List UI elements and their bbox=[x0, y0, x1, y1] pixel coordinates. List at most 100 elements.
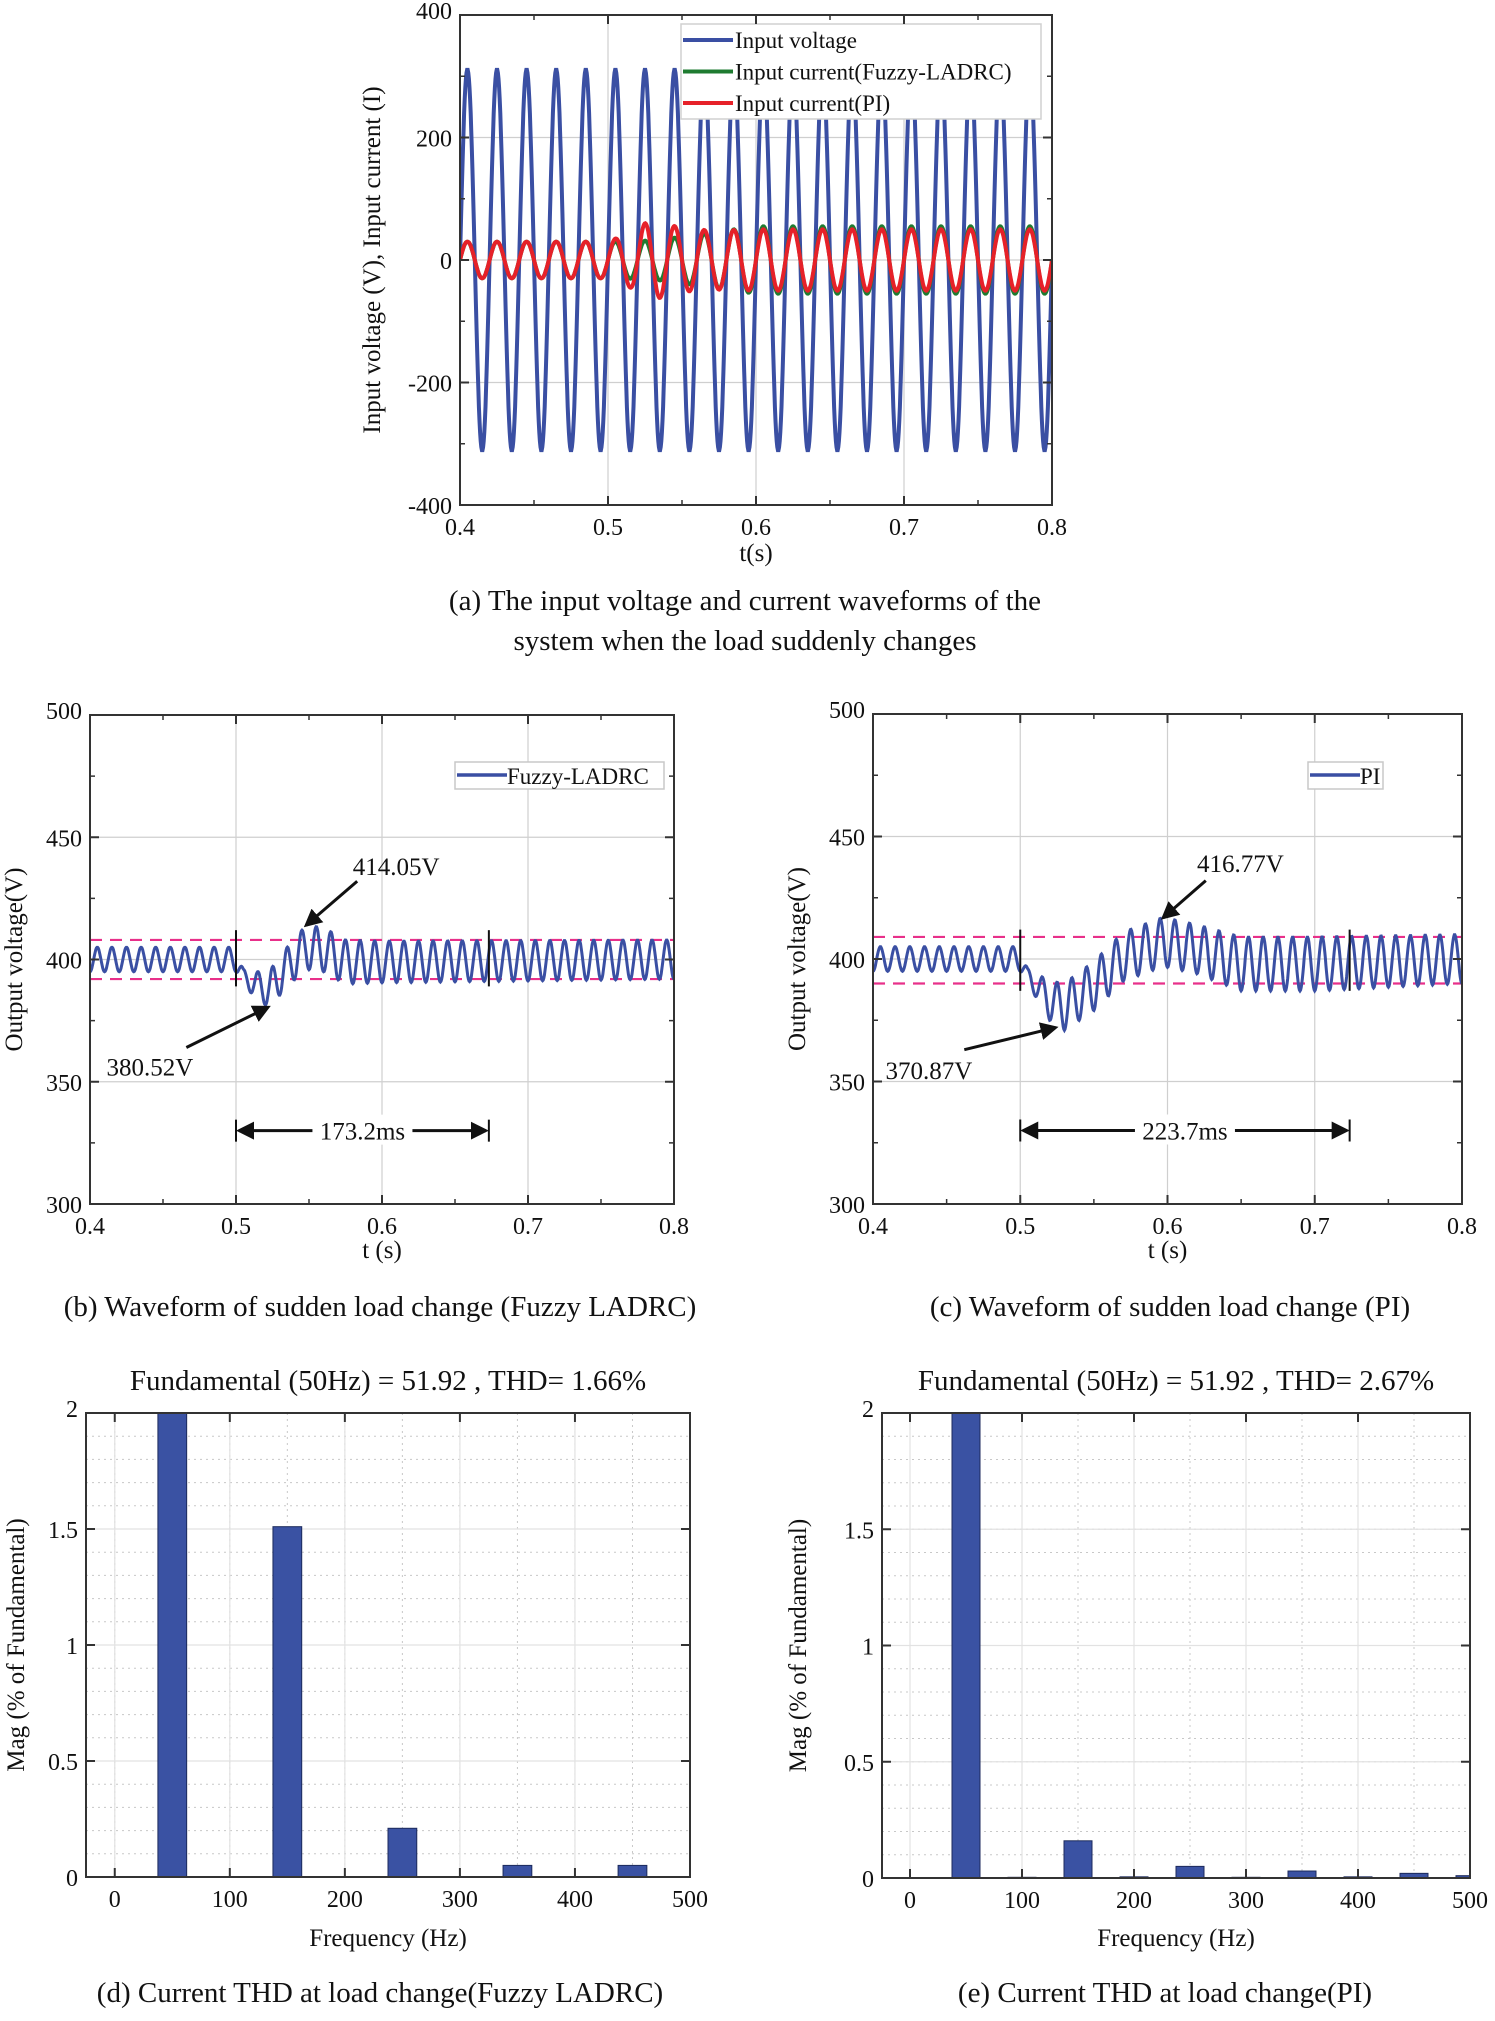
y-tick-label: 0.5 bbox=[48, 1750, 78, 1776]
y-tick-label: 400 bbox=[46, 949, 82, 975]
x-tick-label: 0.7 bbox=[889, 515, 919, 541]
figure-caption: system when the load suddenly changes bbox=[513, 625, 976, 657]
bar-250hz bbox=[387, 1827, 418, 1877]
x-tick-label: 0.6 bbox=[741, 515, 771, 541]
legend-label: Input current(Fuzzy-LADRC) bbox=[735, 60, 1012, 85]
x-axis-label: Frequency (Hz) bbox=[309, 1925, 467, 1952]
settling-time-label: 173.2ms bbox=[320, 1119, 405, 1146]
y-tick-label: 300 bbox=[46, 1193, 82, 1219]
x-axis-label: t (s) bbox=[1148, 1237, 1188, 1264]
panel-e: Fundamental (50Hz) = 51.92 , THD= 2.67% 0… bbox=[785, 1365, 1488, 2009]
x-tick-label: 0.7 bbox=[513, 1214, 543, 1240]
y-tick-label: 1.5 bbox=[844, 1518, 874, 1544]
x-tick-label: 0.5 bbox=[593, 515, 623, 541]
x-tick-label: 0.6 bbox=[1153, 1214, 1183, 1240]
peak-arrow bbox=[1160, 879, 1207, 920]
settling-time-label: 223.7ms bbox=[1142, 1119, 1227, 1146]
x-tick-label: 100 bbox=[212, 1887, 248, 1913]
y-tick-label: 0 bbox=[862, 1867, 874, 1893]
y-axis-label: Output voltage(V) bbox=[1, 868, 28, 1052]
y-tick-label: 0.5 bbox=[844, 1751, 874, 1777]
trough-annotation: 380.52V bbox=[106, 1055, 193, 1082]
x-tick-label: 200 bbox=[327, 1887, 363, 1913]
y-tick-label: 2 bbox=[862, 1397, 874, 1423]
y-tick-label: 0 bbox=[440, 249, 452, 275]
panel-a: Input voltage Input current(Fuzzy-LADRC) I… bbox=[359, 0, 1067, 657]
x-tick-label: 0 bbox=[109, 1887, 121, 1913]
figure-caption: (d) Current THD at load change(Fuzzy LAD… bbox=[97, 1977, 663, 2009]
duration-label-bg bbox=[316, 1114, 409, 1145]
x-tick-label: 100 bbox=[1004, 1888, 1040, 1914]
y-tick-label: 2 bbox=[66, 1397, 78, 1423]
x-axis-label: t (s) bbox=[362, 1237, 402, 1264]
y-tick-label: 1 bbox=[862, 1635, 874, 1661]
bar-50hz bbox=[157, 1413, 188, 1877]
panel-b: 173.2ms 414.05V 380.52V Fuzzy-LADRC 0.4 0.5 0.… bbox=[1, 699, 696, 1323]
duration-label-bg bbox=[1138, 1114, 1231, 1145]
panel-d: Fundamental (50Hz) = 51.92 , THD= 1.66% 0… bbox=[3, 1365, 708, 2009]
x-tick-label: 500 bbox=[672, 1887, 708, 1913]
y-tick-label: 450 bbox=[46, 826, 82, 852]
y-axis-label: Output voltage(V) bbox=[784, 867, 811, 1051]
x-tick-label: 500 bbox=[1452, 1888, 1488, 1914]
x-tick-label: 0.8 bbox=[1037, 515, 1067, 541]
x-tick-label: 0.8 bbox=[659, 1214, 689, 1240]
x-tick-label: 0.5 bbox=[1005, 1214, 1035, 1240]
x-tick-label: 0.4 bbox=[445, 515, 475, 541]
y-tick-label: 1.5 bbox=[48, 1518, 78, 1544]
x-axis-label: t(s) bbox=[739, 540, 772, 567]
y-tick-label: 500 bbox=[46, 699, 82, 725]
bar-450hz bbox=[617, 1864, 648, 1877]
y-axis-label: Mag (% of Fundamental) bbox=[785, 1519, 812, 1772]
peak-arrow bbox=[303, 880, 359, 928]
legend-label: Fuzzy-LADRC bbox=[507, 764, 649, 789]
x-tick-label: 0.4 bbox=[858, 1214, 888, 1240]
y-tick-label: 200 bbox=[416, 127, 452, 153]
figure-caption: (a) The input voltage and current wavefo… bbox=[449, 585, 1041, 617]
y-tick-label: 300 bbox=[829, 1193, 865, 1219]
x-tick-label: 300 bbox=[1228, 1888, 1264, 1914]
y-tick-label: 1 bbox=[66, 1634, 78, 1660]
legend-label: Input current(PI) bbox=[735, 91, 890, 116]
trough-annotation: 370.87V bbox=[886, 1058, 973, 1085]
x-axis-label: Frequency (Hz) bbox=[1097, 1925, 1255, 1952]
bar-50hz bbox=[951, 1413, 981, 1878]
x-tick-label: 0 bbox=[904, 1888, 916, 1914]
y-axis-label: Mag (% of Fundamental) bbox=[3, 1518, 30, 1771]
x-tick-label: 400 bbox=[557, 1887, 593, 1913]
y-tick-label: 500 bbox=[829, 698, 865, 724]
y-tick-label: 400 bbox=[829, 948, 865, 974]
x-tick-label: 0.5 bbox=[221, 1214, 251, 1240]
legend-label: PI bbox=[1360, 764, 1380, 789]
y-tick-label: 450 bbox=[829, 826, 865, 852]
y-tick-label: 350 bbox=[46, 1071, 82, 1097]
figure-caption: (e) Current THD at load change(PI) bbox=[958, 1977, 1372, 2009]
x-tick-label: 300 bbox=[442, 1887, 478, 1913]
bar-500hz bbox=[1455, 1875, 1470, 1878]
y-tick-label: 0 bbox=[66, 1866, 78, 1892]
bar-350hz bbox=[502, 1864, 533, 1877]
y-tick-label: 400 bbox=[416, 0, 452, 25]
figure-caption: (b) Waveform of sudden load change (Fuzz… bbox=[64, 1291, 697, 1323]
x-tick-label: 0.6 bbox=[367, 1214, 397, 1240]
peak-annotation: 416.77V bbox=[1197, 851, 1284, 878]
chart-title: Fundamental (50Hz) = 51.92 , THD= 1.66% bbox=[130, 1365, 646, 1397]
x-tick-label: 200 bbox=[1116, 1888, 1152, 1914]
chart-title: Fundamental (50Hz) = 51.92 , THD= 2.67% bbox=[918, 1365, 1434, 1397]
x-tick-label: 400 bbox=[1340, 1888, 1376, 1914]
y-axis-label: Input voltage (V), Input current (I) bbox=[359, 86, 386, 433]
bar-150hz bbox=[1063, 1840, 1093, 1878]
bar-150hz bbox=[272, 1526, 303, 1877]
series-line-fuzzy-ladrc bbox=[90, 925, 674, 1007]
y-tick-label: -200 bbox=[408, 372, 452, 398]
y-tick-label: 350 bbox=[829, 1071, 865, 1097]
x-tick-label: 0.7 bbox=[1300, 1214, 1330, 1240]
series-line-pi bbox=[873, 916, 1462, 1034]
panel-c: 223.7ms 416.77V 370.87V PI 0.4 0.5 0.6 0.7 0.8 30… bbox=[784, 698, 1477, 1323]
y-tick-label: -400 bbox=[408, 494, 452, 520]
trough-arrow bbox=[185, 1005, 271, 1049]
x-tick-label: 0.8 bbox=[1447, 1214, 1477, 1240]
legend-box bbox=[680, 23, 1042, 120]
trough-arrow bbox=[963, 1022, 1059, 1052]
